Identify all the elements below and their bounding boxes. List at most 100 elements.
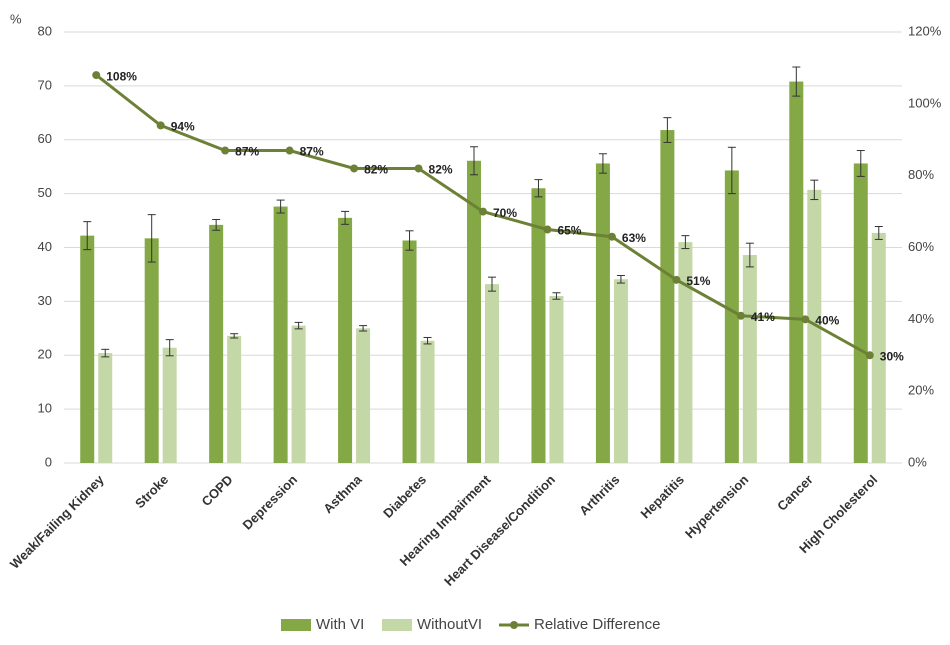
bar — [871, 232, 886, 463]
error-bar — [165, 339, 174, 357]
error-bar — [874, 225, 883, 240]
bar — [356, 328, 371, 463]
bar — [144, 238, 159, 463]
data-label: 87% — [235, 145, 259, 159]
error-bar — [230, 333, 239, 339]
bar — [595, 163, 610, 463]
x-tick-label: Asthma — [320, 471, 365, 516]
y2-tick-label: 40% — [908, 311, 934, 326]
x-tick-label: Heart Disease/Condition — [441, 472, 558, 589]
y2-tick-label: 80% — [908, 167, 934, 182]
y-tick-label: 0 — [45, 454, 52, 469]
bar — [98, 353, 113, 463]
x-tick-label: Depression — [239, 472, 300, 533]
bar — [467, 160, 481, 464]
y-tick-label: 70 — [38, 77, 52, 92]
x-tick-label: Diabetes — [380, 472, 429, 521]
line-marker — [801, 315, 810, 324]
y-axis-label: % — [10, 11, 22, 26]
error-bar — [212, 218, 221, 231]
line-marker — [672, 275, 681, 284]
bar — [789, 81, 804, 463]
line-marker — [92, 71, 101, 80]
line-marker — [865, 351, 874, 360]
error-bar — [792, 66, 801, 97]
error-bar — [470, 146, 478, 176]
data-label: 108% — [106, 69, 137, 83]
y-tick-label: 20 — [38, 347, 52, 362]
x-tick-label: Arthritis — [576, 472, 622, 518]
error-bar — [359, 325, 368, 332]
data-label: 40% — [815, 314, 839, 328]
bar — [209, 224, 224, 463]
y2-tick-label: 0% — [908, 454, 927, 469]
legend-swatch — [510, 621, 518, 629]
line-marker — [156, 121, 165, 130]
y-tick-label: 10 — [38, 401, 52, 416]
bar — [402, 240, 417, 463]
x-tick-label: Hypertension — [682, 472, 751, 541]
bar — [549, 295, 564, 463]
bar — [807, 189, 822, 463]
error-bar — [856, 150, 865, 177]
bar — [485, 284, 499, 463]
data-label: 94% — [171, 120, 195, 134]
error-bar — [616, 275, 625, 284]
y-tick-label: 50 — [38, 185, 52, 200]
error-bar — [745, 242, 754, 268]
data-label: 82% — [429, 163, 453, 177]
error-bar — [663, 117, 672, 143]
data-label: 87% — [300, 145, 324, 159]
line-marker — [543, 225, 552, 234]
error-bar — [276, 199, 285, 214]
error-bar — [727, 146, 736, 195]
y2-tick-label: 100% — [908, 95, 942, 110]
error-bar — [552, 292, 561, 300]
data-label: 65% — [557, 224, 581, 238]
error-bar — [147, 214, 156, 263]
legend-swatch — [281, 619, 311, 631]
y-tick-label: 60 — [38, 131, 52, 146]
y-tick-label: 30 — [38, 293, 52, 308]
error-bar — [101, 348, 110, 358]
x-tick-label: Cancer — [774, 472, 816, 514]
error-bar — [681, 235, 690, 250]
y2-tick-label: 60% — [908, 239, 934, 254]
bar — [660, 130, 675, 464]
bar — [227, 335, 242, 463]
line-marker — [736, 311, 745, 320]
error-bar — [341, 210, 350, 225]
bar — [291, 325, 306, 463]
x-tick-label: Hepatitis — [638, 472, 687, 521]
line-marker — [479, 207, 487, 216]
error-bar — [598, 153, 607, 174]
error-bar — [534, 179, 543, 198]
y-tick-label: 80 — [38, 23, 52, 38]
bar — [420, 340, 435, 463]
error-bar — [423, 336, 432, 345]
bar — [724, 170, 739, 464]
bar — [162, 347, 177, 463]
x-tick-label: Stroke — [132, 472, 171, 511]
line-marker — [414, 164, 423, 173]
x-tick-label: COPD — [199, 472, 236, 509]
legend-label: WithoutVI — [417, 616, 482, 633]
error-bar — [810, 179, 819, 201]
bar — [338, 217, 353, 463]
bar — [678, 242, 693, 463]
x-tick-label: Weak/Failing Kidney — [7, 471, 107, 571]
error-bar — [83, 221, 92, 251]
bar — [853, 163, 868, 463]
legend-label: Relative Difference — [534, 616, 660, 633]
bar — [613, 279, 628, 463]
bar — [742, 255, 757, 463]
line-marker — [285, 146, 294, 155]
legend-label: With VI — [316, 616, 364, 633]
data-label: 41% — [751, 310, 775, 324]
error-bar — [405, 230, 414, 251]
data-label: 63% — [622, 231, 646, 245]
data-label: 30% — [880, 349, 904, 363]
error-bar — [294, 321, 303, 330]
